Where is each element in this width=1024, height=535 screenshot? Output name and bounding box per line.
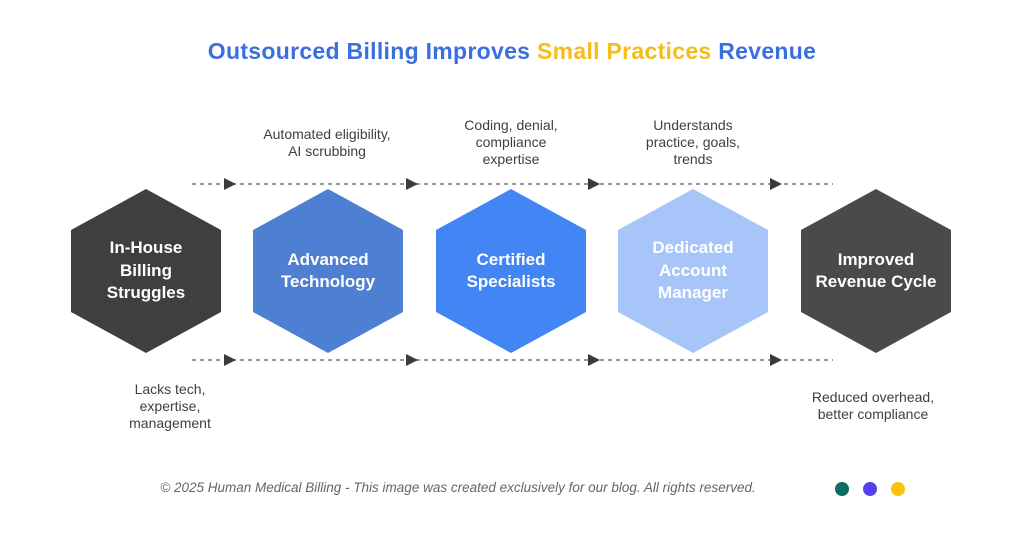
note-certified-specialists: Coding, denial, compliance expertise xyxy=(464,117,558,167)
hexagon-in-house-billing-struggles: In-House Billing Struggles xyxy=(71,189,221,353)
teal-dot-icon xyxy=(835,482,849,496)
arrow-right-icon xyxy=(770,178,782,190)
hexagon-dedicated-account-manager: Dedicated Account Manager xyxy=(618,189,768,353)
arrow-right-icon xyxy=(224,354,236,366)
hexagon-label: Advanced Technology xyxy=(280,249,376,291)
dashed-flow-line-top xyxy=(192,183,833,185)
arrow-right-icon xyxy=(224,178,236,190)
note-advanced-technology: Automated eligibility, AI scrubbing xyxy=(263,126,391,159)
note-dedicated-account-manager: Understands practice, goals, trends xyxy=(645,117,741,167)
hexagon-label: Certified Specialists xyxy=(466,249,556,291)
note-improved-revenue-cycle: Reduced overhead, better compliance xyxy=(811,389,935,422)
arrow-right-icon xyxy=(406,178,418,190)
amber-dot-icon xyxy=(891,482,905,496)
dashed-flow-line-bottom xyxy=(192,359,833,361)
title-highlight: Small Practices xyxy=(536,38,712,64)
hexagon-improved-revenue-cycle: Improved Revenue Cycle xyxy=(801,189,951,353)
arrow-right-icon xyxy=(588,178,600,190)
copyright-text: © 2025 Human Medical Billing - This imag… xyxy=(160,480,756,495)
indigo-dot-icon xyxy=(863,482,877,496)
arrow-right-icon xyxy=(770,354,782,366)
page-title: Outsourced Billing Improves Small Practi… xyxy=(0,38,1024,65)
title-part-1: Outsourced Billing Improves xyxy=(207,38,537,64)
arrow-right-icon xyxy=(588,354,600,366)
hexagon-label: In-House Billing Struggles xyxy=(106,238,186,303)
arrow-right-icon xyxy=(406,354,418,366)
hexagon-label: Improved Revenue Cycle xyxy=(815,249,937,291)
note-in-house-billing: Lacks tech, expertise, management xyxy=(129,381,211,431)
hexagon-label: Dedicated Account Manager xyxy=(652,238,734,303)
hexagon-advanced-technology: Advanced Technology xyxy=(253,189,403,353)
hexagon-certified-specialists: Certified Specialists xyxy=(436,189,586,353)
title-part-2: Revenue xyxy=(711,38,817,64)
